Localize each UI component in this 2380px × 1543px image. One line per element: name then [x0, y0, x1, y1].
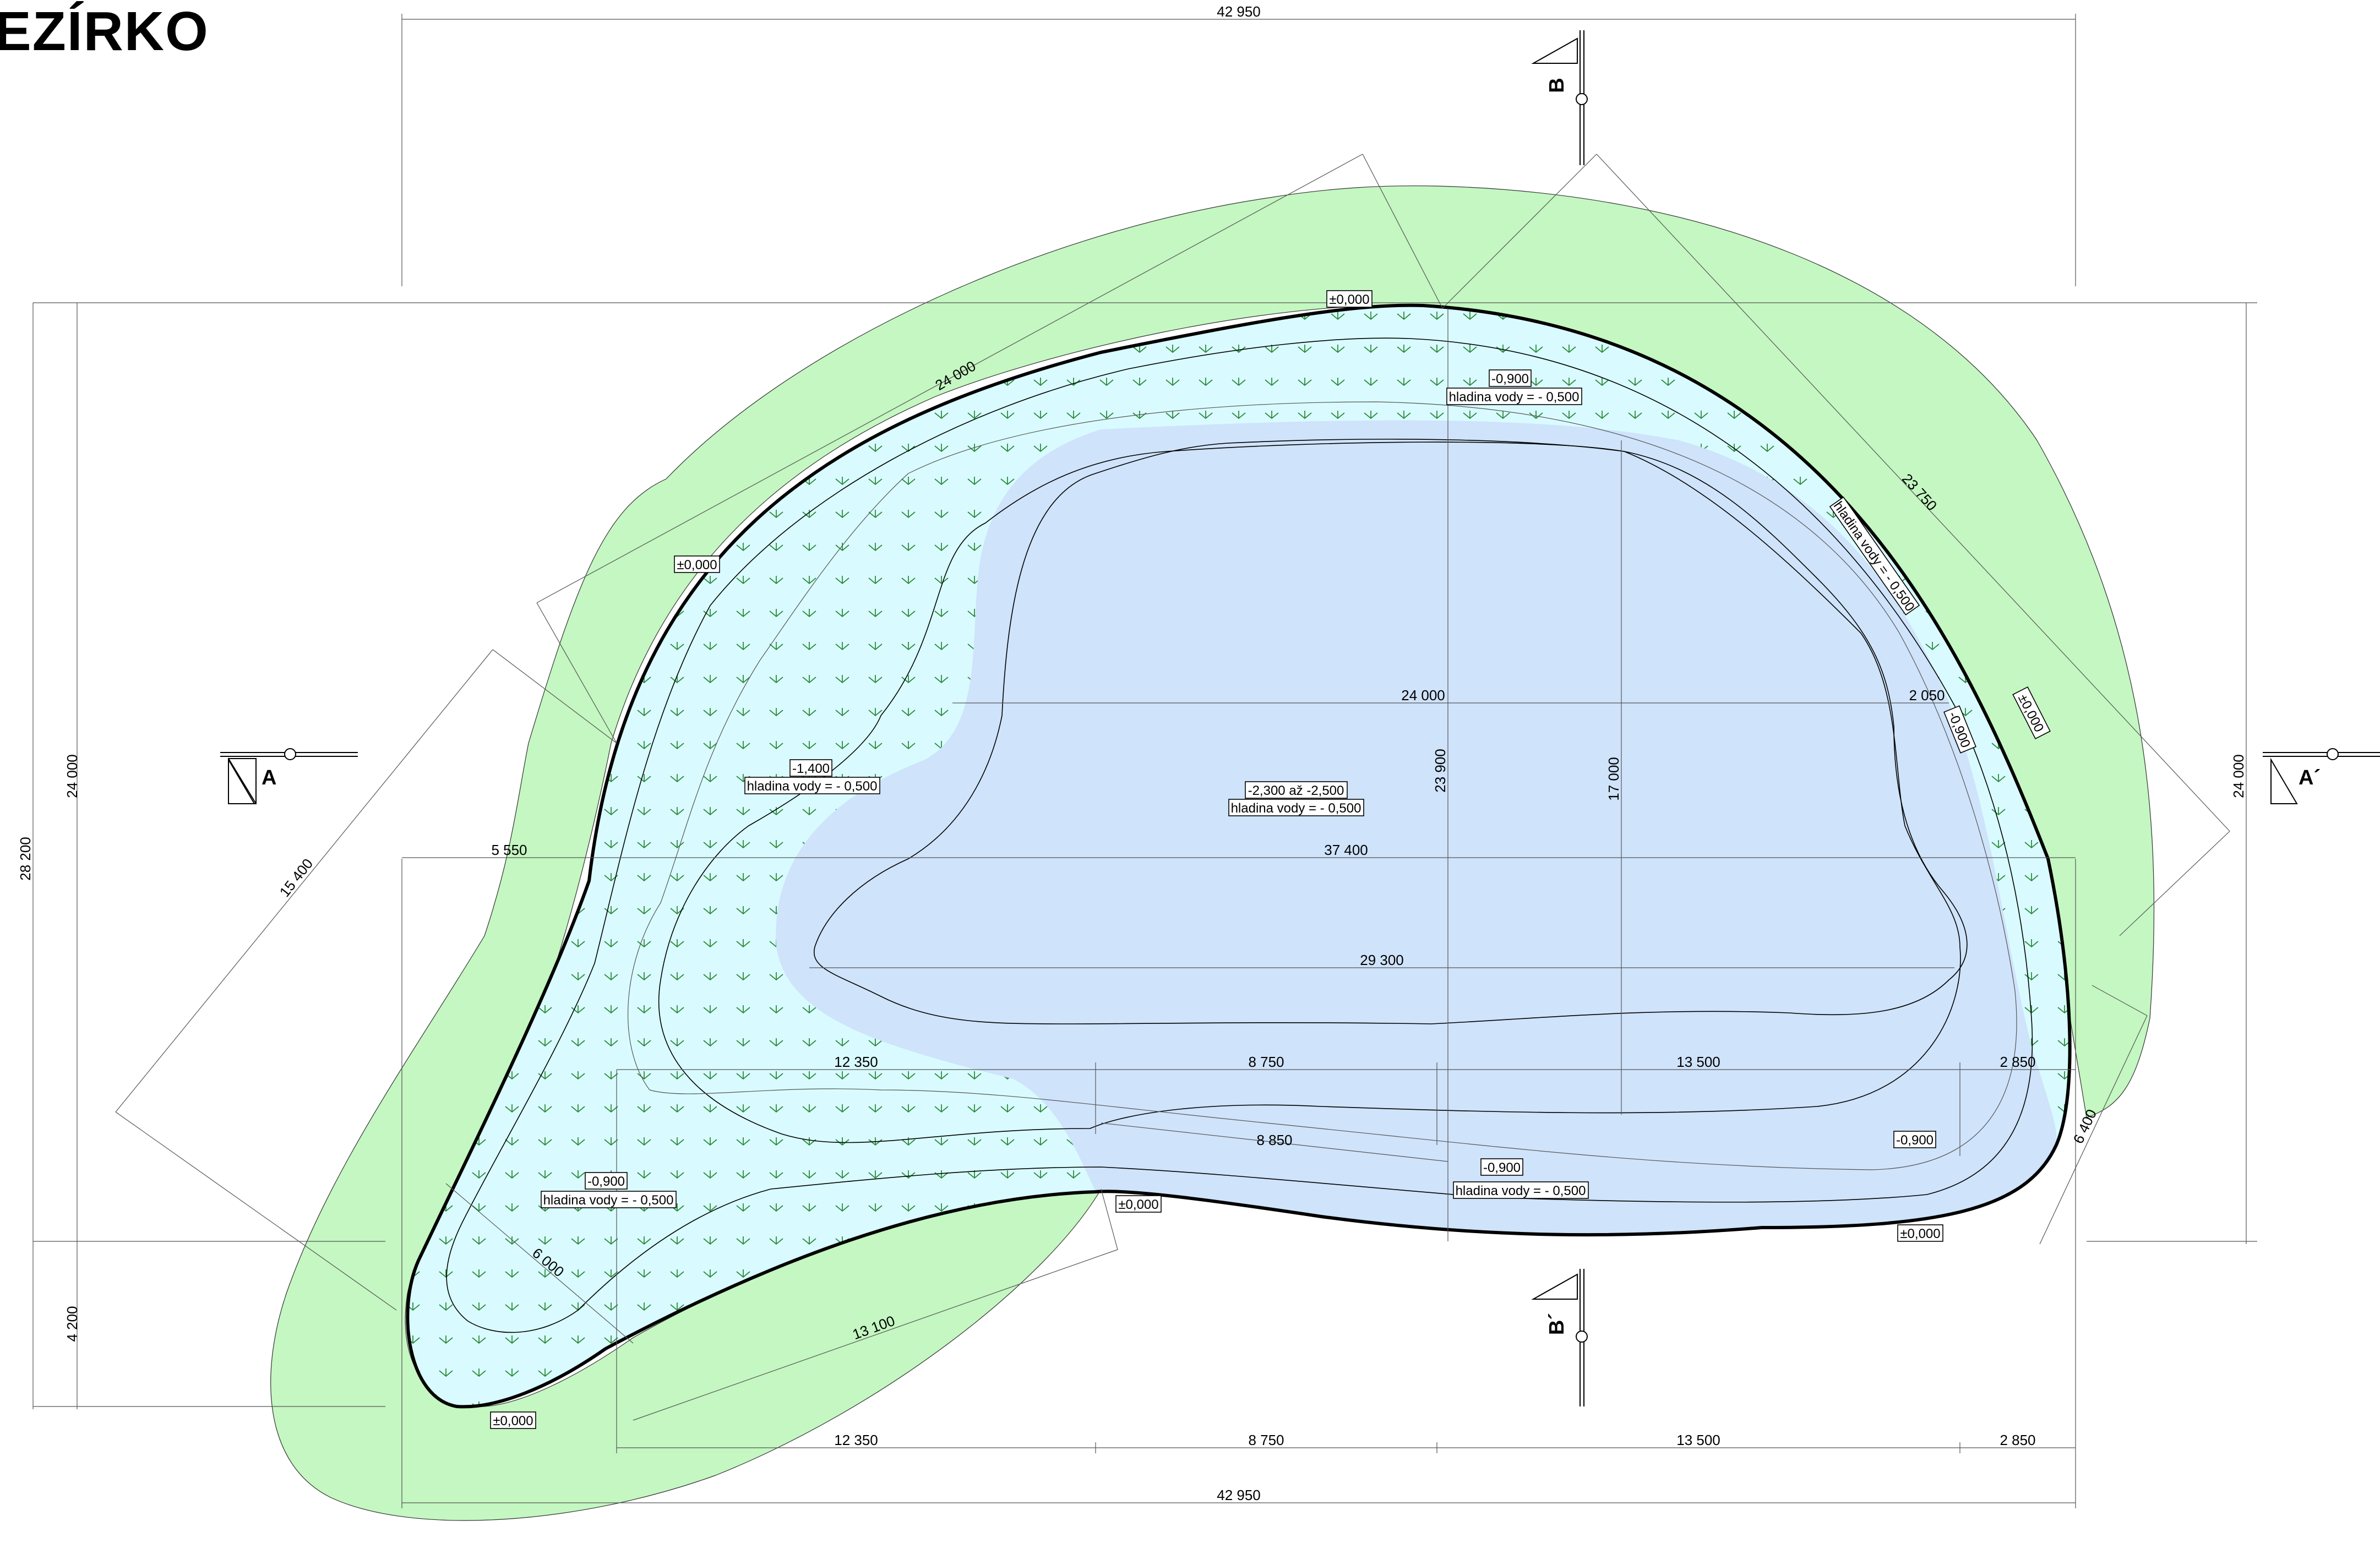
deep-zone: [776, 420, 2057, 1235]
dim-diag-left: 15 400: [276, 855, 317, 900]
dim-seg1-b: 12 350: [834, 1432, 878, 1448]
dim-pool-width: 24 000: [1401, 687, 1445, 704]
level-shallow-top: -0,900: [1491, 372, 1529, 386]
dim-seg4-b: 2 850: [2000, 1432, 2035, 1448]
drawing-title: EZÍRKO: [0, 1, 209, 62]
level-left-mid-water: hladina vody = - 0,500: [747, 779, 878, 794]
dim-seg1: 12 350: [834, 1054, 878, 1070]
contour-deep: [813, 438, 1968, 1024]
section-label-a-prime: A´: [2299, 766, 2321, 789]
level-left-upper: ±0,000: [677, 558, 717, 573]
dim-seg2-b: 8 750: [1248, 1432, 1284, 1448]
dim-pool-right-small: 2 050: [1909, 687, 1945, 704]
bank-line: [406, 303, 2072, 1409]
level-shallow-top-water: hladina vody = - 0,500: [1449, 390, 1580, 405]
level-bottom-right-lvl: -0,900: [1896, 1133, 1934, 1148]
dim-lower-height: 4 200: [64, 1306, 80, 1342]
dim-pool-height-mid: 23 900: [1432, 749, 1448, 793]
section-label-b: B: [1545, 78, 1568, 92]
dim-overall-width: 42 950: [1217, 3, 1261, 20]
dim-seg3: 13 500: [1676, 1054, 1720, 1070]
dim-seg3-b: 13 500: [1676, 1432, 1720, 1448]
level-top: ±0,000: [1329, 292, 1369, 307]
contour-inner: [658, 441, 1961, 1143]
dim-pool-height-right: 17 000: [1605, 757, 1622, 801]
level-labels: ±0,000 ±0,000 ±0,000 ±0,000 ±0,000 ±0,00…: [490, 290, 2051, 1429]
level-left-mid: -1,400: [792, 761, 830, 776]
contour-mid: [446, 337, 2033, 1333]
contour-shallow: [628, 401, 2017, 1170]
dim-left-offset: 5 550: [491, 842, 527, 858]
level-bottom-left-lvl: -0,900: [587, 1174, 625, 1189]
section-marker-a: A: [220, 748, 358, 804]
dim-deep-width: 29 300: [1360, 952, 1404, 968]
section-marker-b: B: [1531, 30, 1588, 165]
dim-inner-height-right: 24 000: [2230, 754, 2247, 798]
dim-seg4: 2 850: [2000, 1054, 2035, 1070]
section-marker-b-prime: B´: [1531, 1269, 1588, 1406]
dim-seg-diag: 8 850: [1256, 1132, 1292, 1148]
dimension-lines: [32, 14, 2257, 1508]
dim-total-height: 28 200: [17, 837, 34, 881]
level-bottom-mid-water: hladina vody = - 0,500: [1456, 1184, 1586, 1198]
level-deep-water: hladina vody = - 0,500: [1231, 801, 1361, 816]
level-bottom-left: ±0,000: [493, 1414, 533, 1428]
level-bottom-mid-lvl: -0,900: [1483, 1160, 1521, 1175]
dim-inner-height-left: 24 000: [64, 754, 80, 798]
section-label-b-prime: B´: [1545, 1313, 1568, 1335]
level-bottom-mid: ±0,000: [1118, 1197, 1158, 1212]
level-deep: -2,300 až -2,500: [1248, 783, 1344, 798]
section-marker-a-prime: A´: [2263, 748, 2380, 804]
dim-seg2: 8 750: [1248, 1054, 1284, 1070]
section-label-a: A: [262, 766, 276, 789]
level-bottom-right: ±0,000: [1900, 1226, 1940, 1241]
dim-overall-width-bottom: 42 950: [1217, 1487, 1261, 1503]
level-bottom-left-water: hladina vody = - 0,500: [543, 1193, 674, 1208]
dim-mid-width: 37 400: [1324, 842, 1368, 858]
